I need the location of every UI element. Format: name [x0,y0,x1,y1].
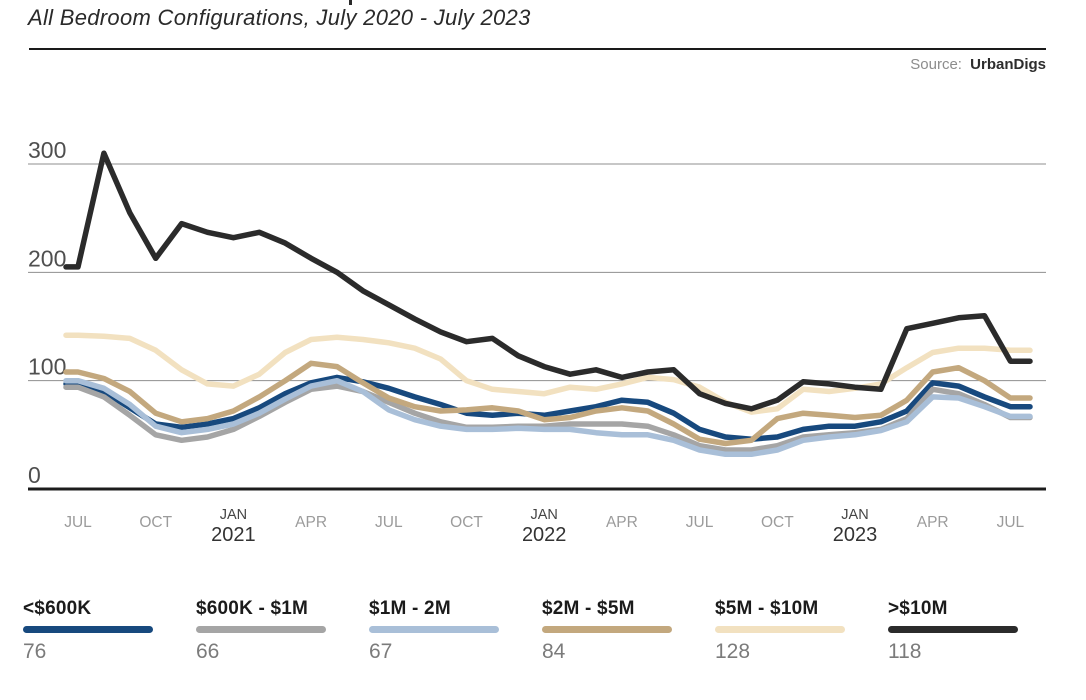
x-tick-month: OCT [139,514,172,531]
x-tick-month: JAN [220,507,247,523]
legend-item: $600K - $1M 66 [196,598,369,664]
legend-value: 67 [369,640,393,663]
legend-label: <$600K [23,598,92,619]
x-tick-month: APR [606,514,638,531]
legend-item: <$600K 76 [23,598,196,664]
header-divider [29,48,1046,50]
legend-swatch [23,626,153,633]
series-line-10M [63,150,1033,412]
legend-label: >$10M [888,598,948,619]
legend-label: $600K - $1M [196,598,309,619]
chart-legend: <$600K 76 $600K - $1M 66 $1M - 2M 67 $2M… [23,598,1063,664]
x-tick-month: JAN [530,507,557,523]
x-tick-month: JUL [686,514,714,531]
legend-value: 76 [23,640,47,663]
x-tick-year: 2021 [211,524,256,546]
x-tick-year: 2023 [833,524,878,546]
legend-label: $1M - 2M [369,598,451,619]
x-tick-month: JUL [997,514,1025,531]
x-tick-month: OCT [450,514,483,531]
legend-label: $5M - $10M [715,598,819,619]
legend-swatch [715,626,845,633]
legend-value: 118 [888,640,922,663]
cropped-title-artifact [349,0,352,5]
page-title: All Bedroom Configurations, July 2020 - … [28,5,531,30]
legend-swatch [369,626,499,633]
y-tick-label: 200 [28,245,66,271]
legend-swatch [542,626,672,633]
legend-value: 84 [542,640,566,663]
y-tick-label: 100 [28,354,66,380]
legend-item: $1M - 2M 67 [369,598,542,664]
series-line-1M-2M [63,377,1033,458]
x-tick-month: JUL [64,514,92,531]
x-tick-year: 2022 [522,524,567,546]
x-tick-month: OCT [761,514,794,531]
x-tick-month: APR [295,514,327,531]
x-tick-month: APR [917,514,949,531]
y-tick-label: 300 [28,137,66,163]
x-tick-month: JUL [375,514,403,531]
source-label: Source: [910,56,962,73]
legend-swatch [196,626,326,633]
series-line-2M-5M [63,360,1033,447]
legend-value: 66 [196,640,220,663]
legend-value: 128 [715,640,751,663]
legend-item: $5M - $10M 128 [715,598,888,664]
y-tick-label: 0 [28,462,41,488]
source-value: UrbanDigs [970,56,1046,73]
series-line-600K [63,374,1033,442]
legend-item: >$10M 118 [888,598,1061,664]
x-tick-month: JAN [841,507,868,523]
legend-label: $2M - $5M [542,598,635,619]
legend-swatch [888,626,1018,633]
series-line-5M-10M [63,332,1033,415]
legend-item: $2M - $5M 84 [542,598,715,664]
source-line: Source: UrbanDigs [29,56,1046,73]
